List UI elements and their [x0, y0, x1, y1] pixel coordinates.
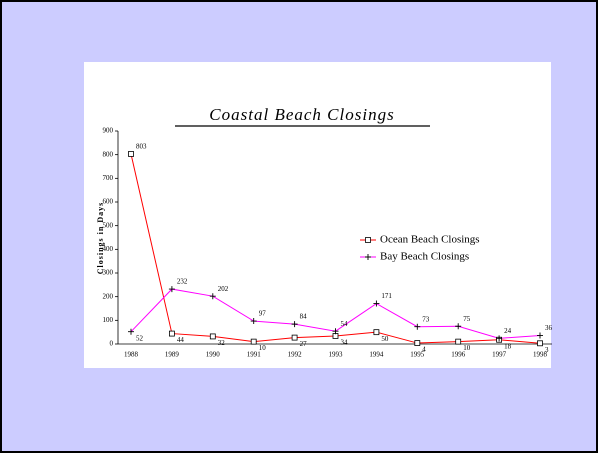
- data-label: 4: [422, 346, 426, 354]
- chart-title: Coastal Beach Closings: [209, 105, 394, 124]
- data-label: 202: [218, 285, 229, 293]
- x-tick-label: 1989: [165, 351, 180, 359]
- y-tick-label: 300: [103, 269, 114, 277]
- x-tick-label: 1991: [247, 351, 262, 359]
- data-point: [414, 323, 421, 330]
- x-tick-label: 1994: [369, 351, 384, 359]
- data-label: 24: [504, 327, 512, 335]
- y-axis-label: Closings in Days: [96, 202, 105, 274]
- data-point: [128, 328, 134, 335]
- data-label: 10: [463, 344, 471, 352]
- data-label: 10: [259, 344, 267, 352]
- data-label: 52: [136, 334, 144, 342]
- data-point: [168, 286, 175, 293]
- data-point: [250, 318, 257, 325]
- x-tick-label: 1992: [288, 351, 303, 359]
- x-tick-label: 1988: [124, 351, 139, 359]
- data-point: [455, 323, 462, 330]
- data-point: [537, 332, 543, 339]
- legend-marker: [365, 237, 371, 243]
- data-point: [209, 293, 216, 300]
- y-tick-label: 700: [103, 174, 114, 182]
- data-label: 803: [136, 143, 147, 151]
- data-point: [414, 340, 421, 346]
- data-label: 97: [259, 310, 267, 318]
- chart-area: [84, 62, 551, 368]
- y-tick-label: 0: [110, 340, 114, 348]
- data-point: [373, 329, 380, 336]
- x-tick-label: 1993: [329, 351, 344, 359]
- data-label: 84: [300, 313, 308, 321]
- data-label: 36: [545, 324, 553, 332]
- data-label: 32: [218, 339, 226, 347]
- x-tick-label: 1997: [492, 351, 507, 359]
- data-point: [373, 300, 380, 307]
- x-tick-label: 1990: [206, 351, 221, 359]
- data-point: [455, 338, 462, 345]
- x-tick-label: 1996: [451, 351, 466, 359]
- data-point: [332, 328, 339, 335]
- y-tick-label: 200: [103, 292, 114, 300]
- data-label: 54: [341, 320, 349, 328]
- data-label: 50: [381, 335, 389, 343]
- data-point: [496, 335, 503, 342]
- x-tick-label: 1995: [410, 351, 425, 359]
- data-label: 232: [177, 278, 188, 286]
- data-point: [209, 333, 216, 340]
- legend-label: Bay Beach Closings: [380, 251, 469, 263]
- y-tick-label: 400: [103, 245, 114, 253]
- data-label: 44: [177, 336, 185, 344]
- y-tick-label: 600: [103, 198, 114, 206]
- data-point: [128, 151, 134, 157]
- data-label: 18: [504, 342, 512, 350]
- data-label: 171: [381, 292, 392, 300]
- y-tick-label: 900: [103, 127, 114, 135]
- data-point: [291, 334, 298, 341]
- data-label: 34: [341, 339, 349, 347]
- data-point: [291, 321, 298, 328]
- y-tick-label: 100: [103, 316, 114, 324]
- data-point: [168, 330, 175, 337]
- legend-label: Ocean Beach Closings: [380, 234, 480, 246]
- data-point: [537, 340, 543, 347]
- y-tick-label: 500: [103, 221, 114, 229]
- data-label: 73: [422, 315, 430, 323]
- data-label: 75: [463, 315, 471, 323]
- x-tick-label: 1998: [533, 351, 548, 359]
- y-tick-label: 800: [103, 150, 114, 158]
- legend-marker: [365, 254, 371, 260]
- data-point: [250, 338, 257, 345]
- data-label: 27: [300, 340, 308, 348]
- data-label: 3: [545, 346, 549, 354]
